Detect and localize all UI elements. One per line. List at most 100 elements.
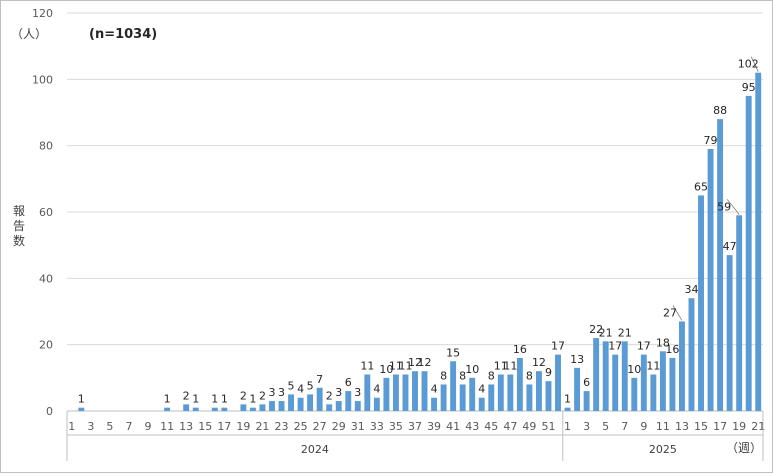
data-label: 2: [240, 389, 247, 402]
x-tick-label: 37: [408, 420, 422, 433]
x-tick-label: 27: [313, 420, 327, 433]
bar: [269, 401, 275, 411]
data-label: 8: [440, 369, 447, 382]
bar: [288, 394, 295, 411]
data-label: 11: [494, 360, 508, 373]
x-tick-label: 13: [179, 420, 193, 433]
x-tick-label: 7: [125, 420, 132, 433]
data-label: 16: [665, 343, 679, 356]
data-label: 11: [360, 360, 374, 373]
data-label: 2: [259, 389, 266, 402]
data-label: 3: [354, 386, 361, 399]
bar: [469, 377, 476, 411]
bar: [679, 321, 685, 411]
bar: [545, 381, 552, 411]
bar: [249, 407, 256, 411]
x-tick-label: 51: [541, 420, 555, 433]
data-label: 18: [656, 336, 670, 349]
x-tick-label: 11: [160, 420, 174, 433]
bar: [326, 404, 333, 411]
bar: [669, 357, 676, 411]
y-axis-label-char: 報: [13, 204, 25, 218]
bar: [593, 338, 600, 411]
bar: [240, 404, 247, 411]
x-tick-label: 11: [656, 420, 670, 433]
bar: [412, 371, 418, 411]
data-label: 47: [723, 240, 737, 253]
data-label: 5: [288, 379, 295, 392]
bar: [516, 357, 523, 411]
data-label: 8: [526, 369, 533, 382]
data-label: 12: [532, 356, 546, 369]
x-tick-label: 1: [564, 420, 571, 433]
x-tick-label: 15: [198, 420, 212, 433]
data-label: 2: [183, 389, 190, 402]
bar: [192, 407, 199, 411]
x-tick-label: 21: [751, 420, 765, 433]
data-label: 88: [713, 104, 727, 117]
bar: [373, 397, 380, 411]
leader-line: [726, 199, 740, 215]
year-label: 2025: [649, 443, 677, 456]
data-label: 3: [278, 386, 285, 399]
data-label: 17: [608, 340, 622, 353]
sample-size-note: (n=1034): [89, 27, 157, 42]
bar: [574, 367, 581, 411]
bar: [488, 384, 495, 411]
bar: [602, 341, 609, 411]
bar: [688, 298, 695, 411]
data-label: 17: [551, 340, 565, 353]
data-label: 8: [459, 369, 466, 382]
data-label: 1: [78, 393, 85, 406]
bar: [698, 195, 704, 411]
y-axis-unit: （人）: [11, 27, 47, 41]
data-label: 102: [738, 58, 759, 71]
bar: [392, 374, 399, 411]
data-label: 15: [446, 346, 460, 359]
bar: [354, 401, 361, 411]
data-label: 2: [326, 389, 333, 402]
x-tick-label: 31: [351, 420, 365, 433]
x-tick-label: 43: [465, 420, 479, 433]
bar: [640, 354, 647, 411]
bar: [383, 377, 390, 411]
y-axis-ticks: 0 20 40 60 80 100 120: [32, 7, 53, 418]
data-label: 4: [373, 383, 380, 396]
bar: [450, 361, 457, 411]
data-label: 95: [742, 81, 756, 94]
data-label: 65: [694, 180, 708, 193]
y-tick-label: 120: [32, 7, 53, 20]
x-tick-label: 17: [217, 420, 231, 433]
bar: [736, 215, 743, 411]
data-label: 4: [478, 383, 485, 396]
bar: [583, 391, 590, 411]
data-label: 27: [663, 306, 677, 319]
x-tick-label: 17: [713, 420, 727, 433]
bar: [78, 407, 85, 411]
x-tick-label: 13: [675, 420, 689, 433]
data-label: 10: [627, 363, 641, 376]
y-axis-label-char: 数: [13, 233, 25, 248]
data-label: 12: [418, 356, 432, 369]
x-tick-label: 35: [389, 420, 403, 433]
x-tick-label: 19: [236, 420, 250, 433]
grid-lines: [67, 12, 763, 412]
y-tick-label: 20: [39, 339, 53, 352]
leader-line: [750, 56, 759, 72]
bar: [564, 407, 571, 411]
data-label: 34: [684, 283, 698, 296]
x-tick-label: 5: [602, 420, 609, 433]
data-label: 9: [545, 366, 552, 379]
data-label: 1: [164, 393, 171, 406]
bar: [364, 374, 371, 411]
data-label: 11: [398, 360, 412, 373]
year-label: 2024: [301, 443, 329, 456]
bar: [535, 371, 542, 411]
bar: [307, 394, 314, 411]
y-tick-label: 0: [46, 405, 53, 418]
bar: [402, 374, 409, 411]
x-tick-label: 45: [484, 420, 498, 433]
bar: [345, 391, 352, 411]
y-axis-label-char: 告: [13, 219, 25, 233]
